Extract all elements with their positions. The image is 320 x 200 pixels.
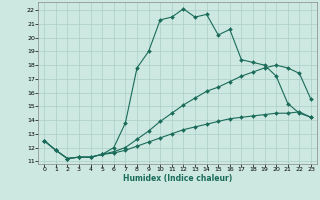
X-axis label: Humidex (Indice chaleur): Humidex (Indice chaleur) xyxy=(123,174,232,183)
